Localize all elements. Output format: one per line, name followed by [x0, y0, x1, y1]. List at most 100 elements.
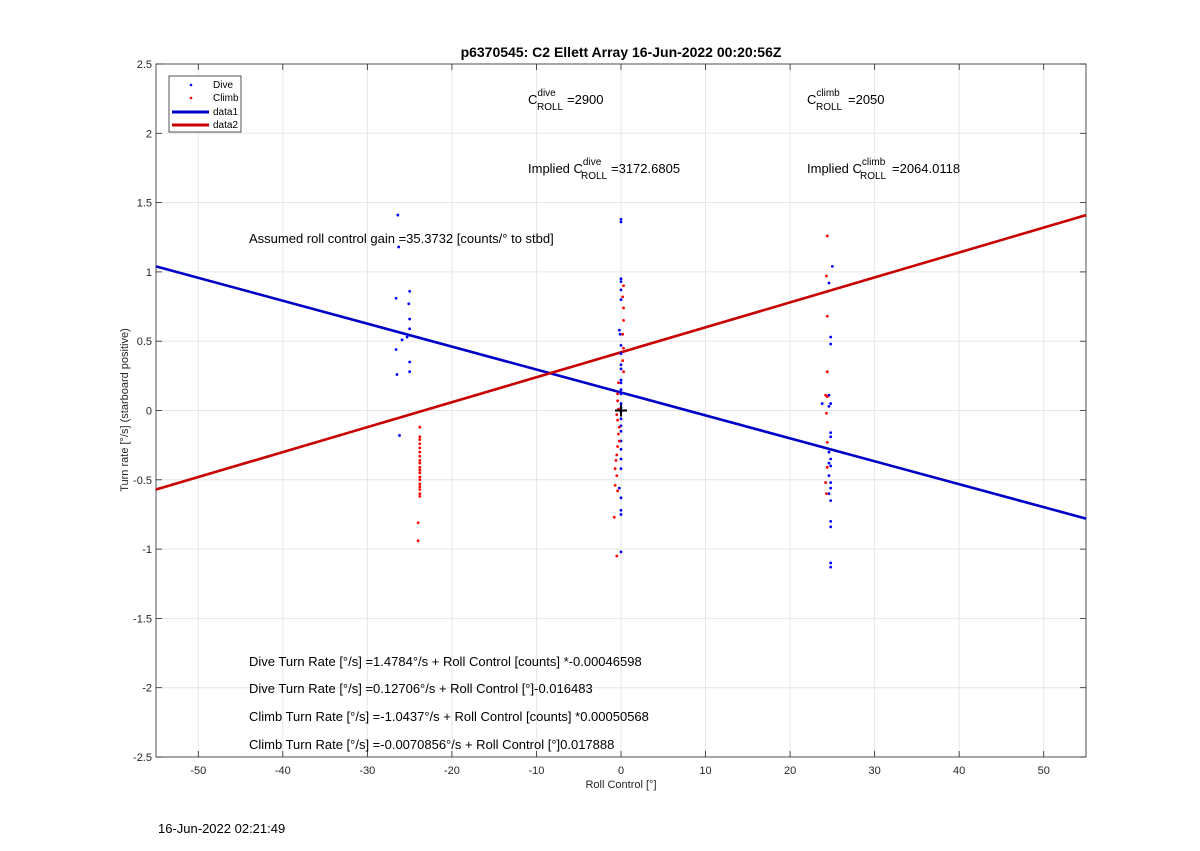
data-point-climb: [622, 370, 625, 374]
data-point-dive: [827, 450, 831, 454]
data-point-climb: [825, 370, 829, 374]
y-tick-label: -0.5: [133, 475, 152, 487]
x-tick-label: -30: [359, 765, 375, 777]
data-point-climb: [825, 465, 829, 469]
data-point-climb: [621, 295, 625, 299]
data-point-climb: [418, 458, 422, 462]
data-point-climb: [418, 488, 422, 491]
annotation-c-dive: Cdive ROLL=2900: [528, 88, 604, 113]
data-point-climb: [825, 440, 829, 444]
legend-box: [168, 75, 242, 133]
y-tick-label: 0.5: [137, 336, 152, 348]
data-point-climb: [621, 332, 625, 336]
y-tick-label: -1.5: [133, 613, 152, 625]
grid: [156, 63, 1086, 758]
data-point-dive: [829, 519, 833, 523]
data-point-dive: [619, 550, 623, 554]
data-point-climb: [824, 481, 827, 484]
annotation-c-climb: Cclimb ROLL=2050: [807, 88, 885, 113]
axes: -50 -40 -30 -20 -10 0 10 20 30 40 50-2.5-2-1.5-1-0…: [133, 59, 1087, 777]
data-point-dive: [829, 481, 833, 484]
data-point-dive: [619, 277, 623, 281]
data-point-climb: [617, 425, 621, 429]
data-point-dive: [395, 373, 399, 376]
data-point-climb: [617, 432, 620, 436]
data-point-dive: [394, 348, 398, 351]
data-point-climb: [418, 425, 422, 429]
legend: Dive Climb data1 data2: [168, 75, 242, 133]
legend-label-data2: data2: [213, 120, 238, 131]
data-point-dive: [397, 245, 401, 249]
data-point-dive: [619, 508, 623, 512]
data-point-dive: [619, 378, 623, 382]
data-point-dive: [829, 525, 833, 529]
x-axis-label: Roll Control [°]: [585, 779, 656, 791]
data-point-climb: [418, 492, 422, 496]
data-point-dive: [830, 264, 834, 268]
data-point-dive: [827, 281, 831, 285]
data-point-climb: [418, 442, 422, 446]
data-point-dive: [396, 213, 400, 217]
data-point-dive: [829, 435, 833, 439]
y-tick-label: -2: [142, 683, 152, 695]
data-point-dive: [619, 496, 623, 500]
annotation-dive-eq-counts: Dive Turn Rate [°/s] =1.4784°/s + Roll C…: [249, 654, 642, 669]
annotation-climb-eq-counts: Climb Turn Rate [°/s] =-1.0437°/s + Roll…: [249, 709, 649, 724]
data-point-climb: [825, 274, 828, 278]
data-point-climb: [622, 319, 625, 322]
data-point-dive: [820, 402, 824, 405]
data-point-climb: [418, 461, 422, 465]
legend-label-dive: Dive: [213, 80, 233, 91]
legend-marker-climb: [189, 96, 193, 100]
y-tick-label: 2: [146, 128, 152, 140]
x-tick-label: 30: [869, 765, 881, 777]
data-point-climb: [616, 418, 620, 422]
data-point-climb: [416, 521, 420, 525]
legend-marker-dive: [189, 83, 193, 87]
annotation-roll-gain: Assumed roll control gain =35.3732 [coun…: [249, 231, 554, 246]
data-point-climb: [622, 284, 625, 288]
data-point-dive: [619, 402, 623, 405]
data-point-climb: [418, 454, 422, 458]
data-point-climb: [418, 435, 422, 439]
data-point-climb: [622, 346, 625, 350]
footer-timestamp: 16-Jun-2022 02:21:49: [158, 821, 286, 836]
data-point-dive: [827, 404, 831, 408]
data-point-dive: [619, 429, 623, 433]
data-point-dive: [408, 370, 412, 374]
data-point-climb: [418, 438, 422, 442]
legend-label-data1: data1: [213, 107, 238, 118]
legend-label-climb: Climb: [213, 93, 239, 104]
data-point-dive: [829, 457, 833, 461]
data-point-dive: [408, 327, 412, 331]
data-point-dive: [619, 343, 623, 347]
data-point-climb: [617, 439, 621, 443]
chart-title: p6370545: C2 Ellett Array 16-Jun-2022 00…: [461, 44, 782, 60]
data-point-dive: [829, 402, 833, 405]
data-point-climb: [418, 465, 422, 469]
data-point-dive: [619, 467, 623, 471]
data-point-dive: [619, 392, 623, 396]
data-point-dive: [829, 464, 833, 468]
annotation-climb-eq-degrees: Climb Turn Rate [°/s] =-0.0070856°/s + R…: [249, 737, 614, 752]
y-axis-label: Turn rate [°/s] (starboard positive): [119, 328, 131, 492]
data-point-climb: [825, 411, 828, 415]
data-point-climb: [418, 478, 422, 482]
data-point-dive: [408, 360, 412, 364]
x-tick-label: 50: [1038, 765, 1050, 777]
data-point-dive: [619, 457, 623, 461]
data-point-climb: [613, 483, 617, 487]
x-tick-label: 40: [953, 765, 965, 777]
data-point-dive: [829, 499, 833, 502]
plot-area: [155, 213, 1087, 569]
data-point-dive: [827, 461, 831, 465]
data-point-dive: [619, 298, 623, 302]
x-tick-label: 20: [784, 765, 796, 777]
data-point-climb: [418, 495, 422, 498]
data-point-dive: [400, 338, 404, 342]
data-point-climb: [613, 467, 617, 471]
data-point-climb: [621, 359, 625, 363]
data-point-climb: [418, 482, 422, 486]
data-point-dive: [827, 492, 831, 496]
